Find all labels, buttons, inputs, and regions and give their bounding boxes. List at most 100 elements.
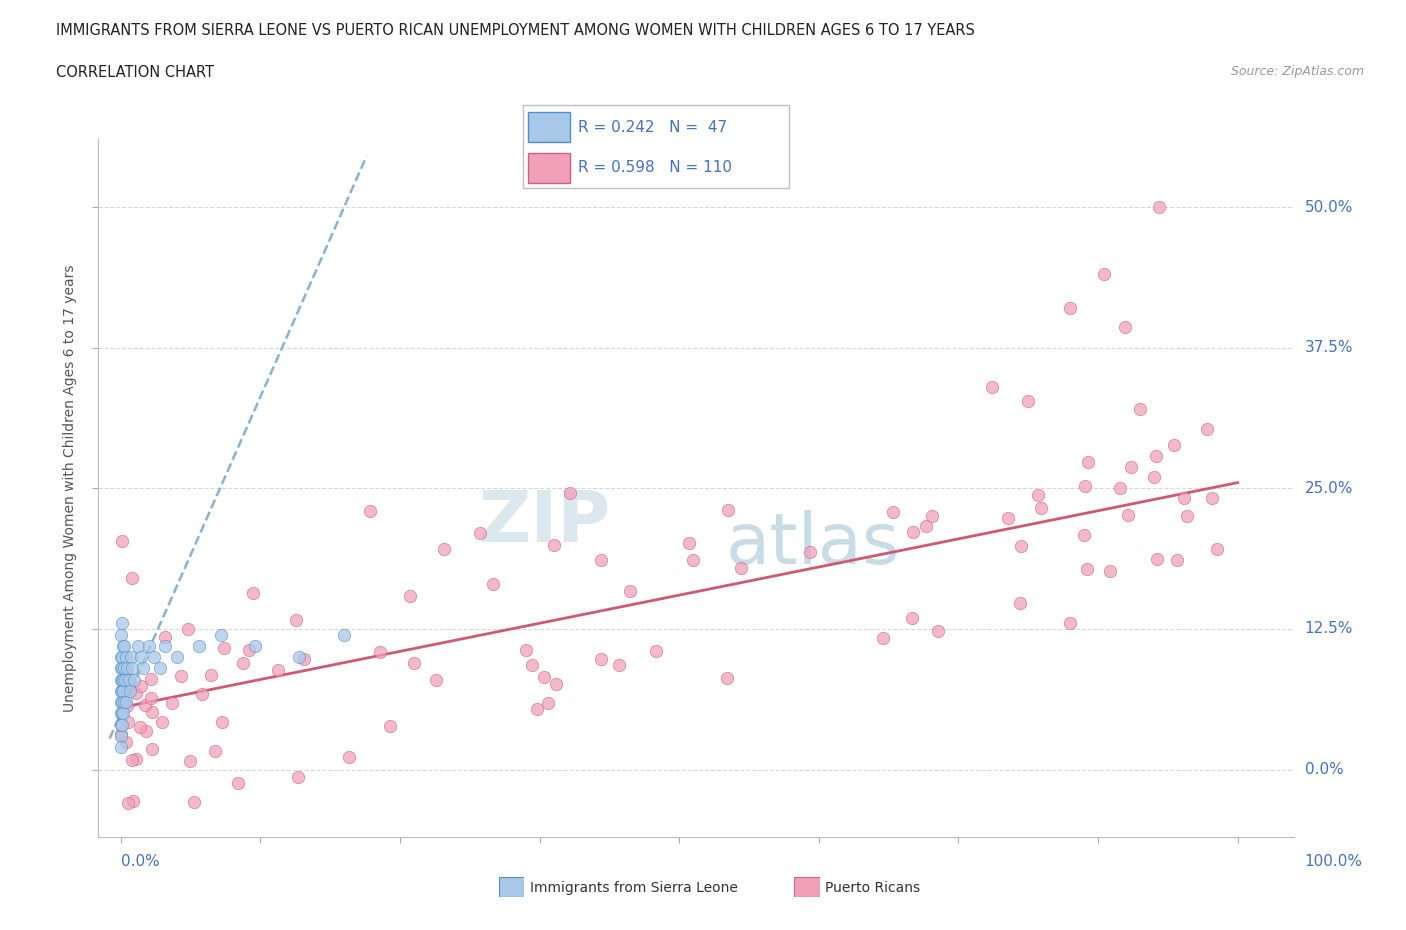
Point — [589, 552, 612, 567]
Point — [533, 670, 555, 684]
Point — [333, 627, 356, 642]
Text: Puerto Ricans: Puerto Ricans — [825, 881, 921, 896]
Point — [143, 649, 166, 664]
Point — [1129, 402, 1152, 417]
Point — [1029, 500, 1052, 515]
Text: 100.0%: 100.0% — [1305, 854, 1362, 869]
Point — [135, 724, 157, 738]
Point — [915, 519, 938, 534]
Point — [169, 669, 191, 684]
Point — [1119, 459, 1142, 474]
Point — [118, 681, 141, 696]
Point — [110, 695, 132, 710]
Point — [1175, 509, 1198, 524]
Point — [115, 735, 138, 750]
Point — [1092, 267, 1115, 282]
Point — [645, 644, 668, 658]
Text: 0.0%: 0.0% — [1305, 762, 1344, 777]
FancyBboxPatch shape — [794, 877, 820, 897]
Point — [380, 719, 402, 734]
Point — [1108, 481, 1130, 496]
Point — [1098, 564, 1121, 578]
Point — [288, 649, 311, 664]
Point — [121, 571, 143, 586]
Point — [115, 649, 138, 664]
Point — [214, 640, 236, 655]
Point — [117, 661, 139, 676]
Point — [468, 525, 491, 540]
Text: Source: ZipAtlas.com: Source: ZipAtlas.com — [1230, 65, 1364, 78]
Point — [114, 671, 136, 686]
Point — [132, 661, 155, 676]
Point — [111, 649, 134, 664]
Point — [110, 649, 132, 664]
Point — [1173, 490, 1195, 505]
Point — [110, 726, 132, 741]
Point — [115, 664, 138, 679]
Point — [544, 677, 567, 692]
Point — [243, 638, 266, 653]
Point — [141, 705, 163, 720]
Point — [536, 696, 558, 711]
Text: R = 0.242   N =  47: R = 0.242 N = 47 — [578, 120, 727, 135]
Point — [183, 794, 205, 809]
Point — [292, 652, 315, 667]
Point — [117, 698, 139, 713]
Point — [110, 672, 132, 687]
Point — [619, 583, 641, 598]
Point — [141, 672, 163, 687]
Point — [1201, 491, 1223, 506]
Text: IMMIGRANTS FROM SIERRA LEONE VS PUERTO RICAN UNEMPLOYMENT AMONG WOMEN WITH CHILD: IMMIGRANTS FROM SIERRA LEONE VS PUERTO R… — [56, 23, 976, 38]
Point — [200, 667, 222, 682]
Point — [1206, 542, 1229, 557]
Text: 37.5%: 37.5% — [1305, 340, 1353, 355]
Point — [125, 751, 148, 766]
Point — [232, 656, 254, 671]
Point — [129, 679, 152, 694]
Text: ZIP: ZIP — [479, 487, 612, 556]
Point — [589, 652, 612, 667]
Point — [112, 695, 135, 710]
Point — [433, 542, 456, 557]
Point — [120, 649, 142, 664]
Point — [799, 545, 821, 560]
Point — [162, 695, 184, 710]
Point — [111, 616, 134, 631]
Point — [110, 661, 132, 676]
Text: R = 0.598   N = 110: R = 0.598 N = 110 — [578, 160, 731, 175]
Point — [981, 379, 1004, 394]
Point — [1197, 422, 1219, 437]
Point — [141, 741, 163, 756]
Point — [901, 525, 924, 539]
Point — [110, 728, 132, 743]
Point — [1073, 527, 1095, 542]
Point — [209, 627, 232, 642]
Point — [238, 643, 260, 658]
Point — [117, 672, 139, 687]
FancyBboxPatch shape — [529, 112, 569, 142]
Point — [166, 649, 188, 664]
Point — [481, 577, 503, 591]
Point — [110, 739, 132, 754]
Point — [111, 534, 134, 549]
Text: 50.0%: 50.0% — [1305, 200, 1353, 215]
Text: atlas: atlas — [725, 510, 900, 579]
Point — [111, 638, 134, 653]
Point — [128, 720, 150, 735]
Text: CORRELATION CHART: CORRELATION CHART — [56, 65, 214, 80]
Point — [1142, 470, 1164, 485]
Point — [114, 672, 136, 687]
Point — [122, 672, 145, 687]
Point — [682, 552, 704, 567]
Point — [337, 751, 360, 765]
Point — [359, 503, 381, 518]
Point — [150, 714, 173, 729]
Point — [368, 644, 391, 659]
Point — [177, 621, 200, 636]
Point — [1114, 319, 1136, 334]
Point — [112, 661, 135, 676]
Point — [138, 638, 160, 653]
Point — [149, 661, 172, 676]
Text: 25.0%: 25.0% — [1305, 481, 1353, 496]
Point — [284, 613, 307, 628]
